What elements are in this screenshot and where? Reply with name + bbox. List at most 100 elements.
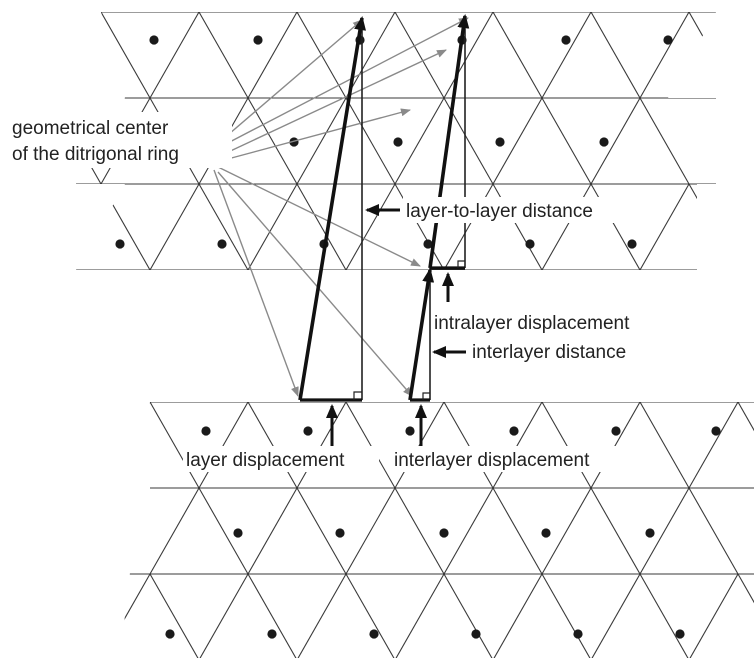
ring-center-dot bbox=[253, 35, 263, 45]
lattice-edge bbox=[198, 183, 249, 270]
leader-line bbox=[213, 169, 299, 397]
ring-center-dot bbox=[149, 35, 159, 45]
lattice-edge bbox=[737, 402, 754, 489]
ring-center-dot bbox=[303, 426, 313, 436]
lattice-edge bbox=[639, 97, 690, 185]
lattice-edge bbox=[247, 12, 298, 99]
lattice-edge bbox=[590, 573, 641, 658]
lattice-edge bbox=[492, 12, 543, 99]
lattice-edge bbox=[590, 487, 641, 575]
ring-center-dot bbox=[393, 137, 403, 147]
ring-center-dot bbox=[573, 629, 583, 639]
ring-center-dot bbox=[423, 239, 433, 249]
ring-center-dots bbox=[115, 35, 721, 639]
lattice-edge bbox=[296, 402, 347, 489]
geometrical-center-leader-lines bbox=[213, 17, 469, 397]
intralayer-vector bbox=[428, 14, 470, 269]
lattice-edge bbox=[443, 402, 494, 489]
lattice-edge bbox=[394, 487, 445, 575]
lattice-edge bbox=[76, 183, 102, 270]
lattice-edge bbox=[296, 97, 347, 185]
ring-center-dot bbox=[509, 426, 519, 436]
lattice-edge bbox=[149, 402, 200, 489]
lattice-edge bbox=[296, 487, 347, 575]
ring-center-dot bbox=[711, 426, 721, 436]
lattice-edge bbox=[247, 183, 298, 270]
ring-center-dot bbox=[675, 629, 685, 639]
lattice-edge bbox=[120, 573, 151, 658]
lattice-edge bbox=[639, 183, 690, 270]
ring-center-dot bbox=[561, 35, 571, 45]
layer-to-layer-distance-label: layer-to-layer distance bbox=[406, 201, 593, 222]
layer-to-layer-vector bbox=[298, 16, 367, 401]
lattice-edge bbox=[688, 183, 716, 270]
displacement-vectors bbox=[298, 14, 470, 402]
lattice-edge bbox=[541, 97, 592, 185]
lattice-edge bbox=[247, 487, 298, 575]
lattice-edge bbox=[443, 487, 494, 575]
ring-center-dot bbox=[201, 426, 211, 436]
ring-center-dot bbox=[267, 629, 277, 639]
lattice-edge bbox=[443, 183, 494, 270]
label-pointer-arrows bbox=[326, 204, 466, 446]
ring-center-dot bbox=[165, 629, 175, 639]
lattice-edge bbox=[492, 487, 543, 575]
ring-center-dot bbox=[525, 239, 535, 249]
intralayer-displacement-label: intralayer displacement bbox=[434, 313, 630, 334]
ring-center-dot bbox=[289, 137, 299, 147]
leader-line bbox=[215, 165, 421, 267]
lattice-edge bbox=[394, 97, 445, 185]
lattice-edge bbox=[688, 12, 716, 99]
lattice-edge bbox=[120, 402, 151, 489]
lattice-edge bbox=[149, 573, 200, 658]
lattice-edge bbox=[541, 402, 592, 489]
ring-center-dot bbox=[627, 239, 637, 249]
lattice-edge bbox=[100, 183, 151, 270]
leader-line bbox=[221, 19, 363, 141]
lattice-edge bbox=[394, 12, 445, 99]
lattice-edge bbox=[345, 183, 396, 270]
lattice-edge bbox=[688, 573, 739, 658]
lattice-edge bbox=[394, 573, 445, 658]
lattice-edge bbox=[639, 402, 690, 489]
lattice-edge bbox=[639, 573, 690, 658]
lattice-edge bbox=[100, 12, 151, 99]
lattice-edge bbox=[296, 183, 347, 270]
lattice-edge bbox=[590, 402, 641, 489]
ring-center-dot bbox=[663, 35, 673, 45]
ring-center-dot bbox=[369, 629, 379, 639]
leader-line bbox=[221, 17, 469, 147]
leader-line bbox=[223, 49, 447, 155]
ring-center-dot bbox=[599, 137, 609, 147]
lattice-edge bbox=[541, 183, 592, 270]
lattice-edge bbox=[247, 573, 298, 658]
ring-center-dot bbox=[439, 528, 449, 538]
lattice-edge bbox=[443, 12, 494, 99]
labels: geometrical center of the ditrigonal rin… bbox=[6, 112, 671, 472]
lattice-edge bbox=[198, 573, 249, 658]
interlayer-distance-label: interlayer distance bbox=[472, 342, 626, 363]
geometrical-center-label-line2: of the ditrigonal ring bbox=[12, 144, 179, 165]
lattice-edge bbox=[345, 573, 396, 658]
interlayer-displacement-label: interlayer displacement bbox=[394, 450, 590, 471]
lattice-edge bbox=[345, 12, 396, 99]
lattice-edge bbox=[345, 97, 396, 185]
lattice-edge bbox=[492, 183, 543, 270]
lattice-edge bbox=[492, 402, 543, 489]
right-angle-mark bbox=[457, 260, 465, 268]
ring-center-dot bbox=[115, 239, 125, 249]
lattice-edge bbox=[76, 12, 102, 99]
lattice-edge bbox=[541, 487, 592, 575]
layer-displacement-label: layer displacement bbox=[186, 450, 345, 471]
lattice-edge bbox=[590, 183, 641, 270]
lattice-edge bbox=[492, 97, 543, 185]
leader-line bbox=[217, 171, 413, 397]
lattice-edge bbox=[345, 402, 396, 489]
lattice-edge bbox=[247, 402, 298, 489]
right-angle-mark bbox=[422, 392, 430, 400]
geometrical-center-label: geometrical center bbox=[12, 118, 169, 139]
lattice-edge bbox=[590, 97, 641, 185]
lattice-edge bbox=[296, 573, 347, 658]
lower-tetrahedral-layer bbox=[120, 402, 754, 658]
